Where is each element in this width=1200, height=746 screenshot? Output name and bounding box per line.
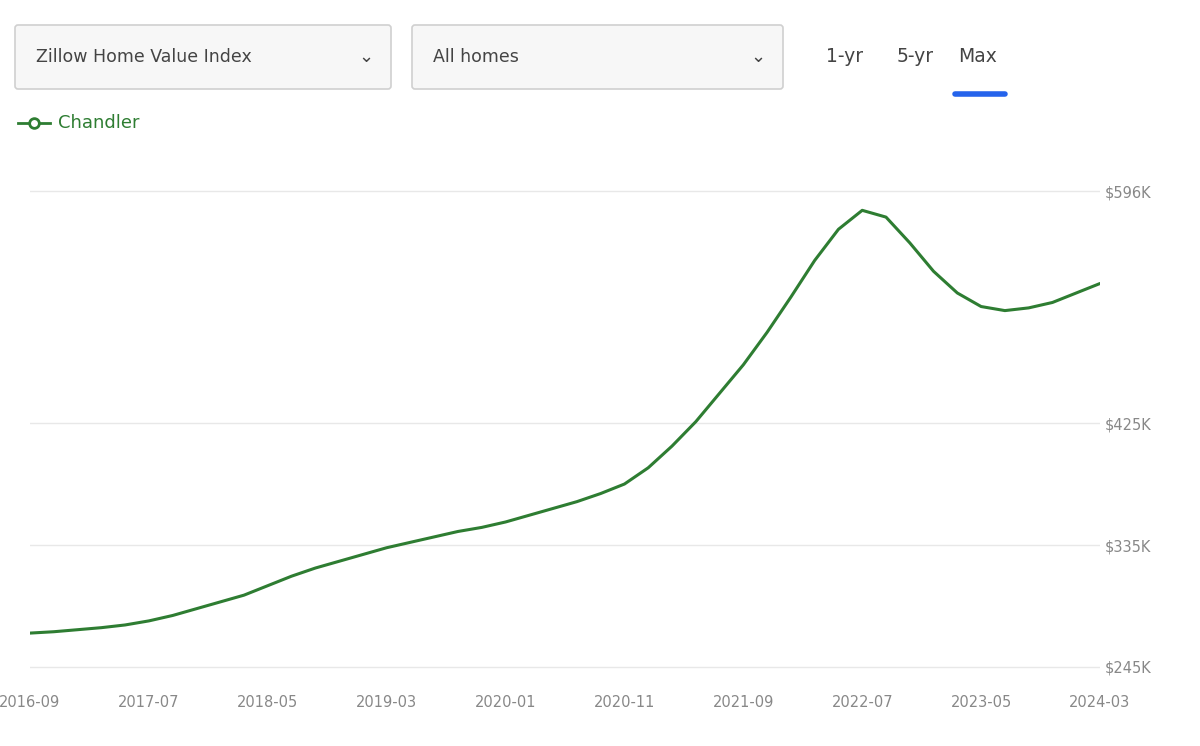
Text: ⌄: ⌄ (750, 48, 766, 66)
Text: ⌄: ⌄ (359, 48, 373, 66)
Text: Zillow Home Value Index: Zillow Home Value Index (36, 48, 252, 66)
Text: 5-yr: 5-yr (896, 46, 934, 66)
Text: 1-yr: 1-yr (827, 46, 864, 66)
Text: Chandler: Chandler (58, 114, 139, 132)
Text: Max: Max (959, 46, 997, 66)
FancyBboxPatch shape (412, 25, 784, 89)
Text: All homes: All homes (433, 48, 518, 66)
FancyBboxPatch shape (14, 25, 391, 89)
